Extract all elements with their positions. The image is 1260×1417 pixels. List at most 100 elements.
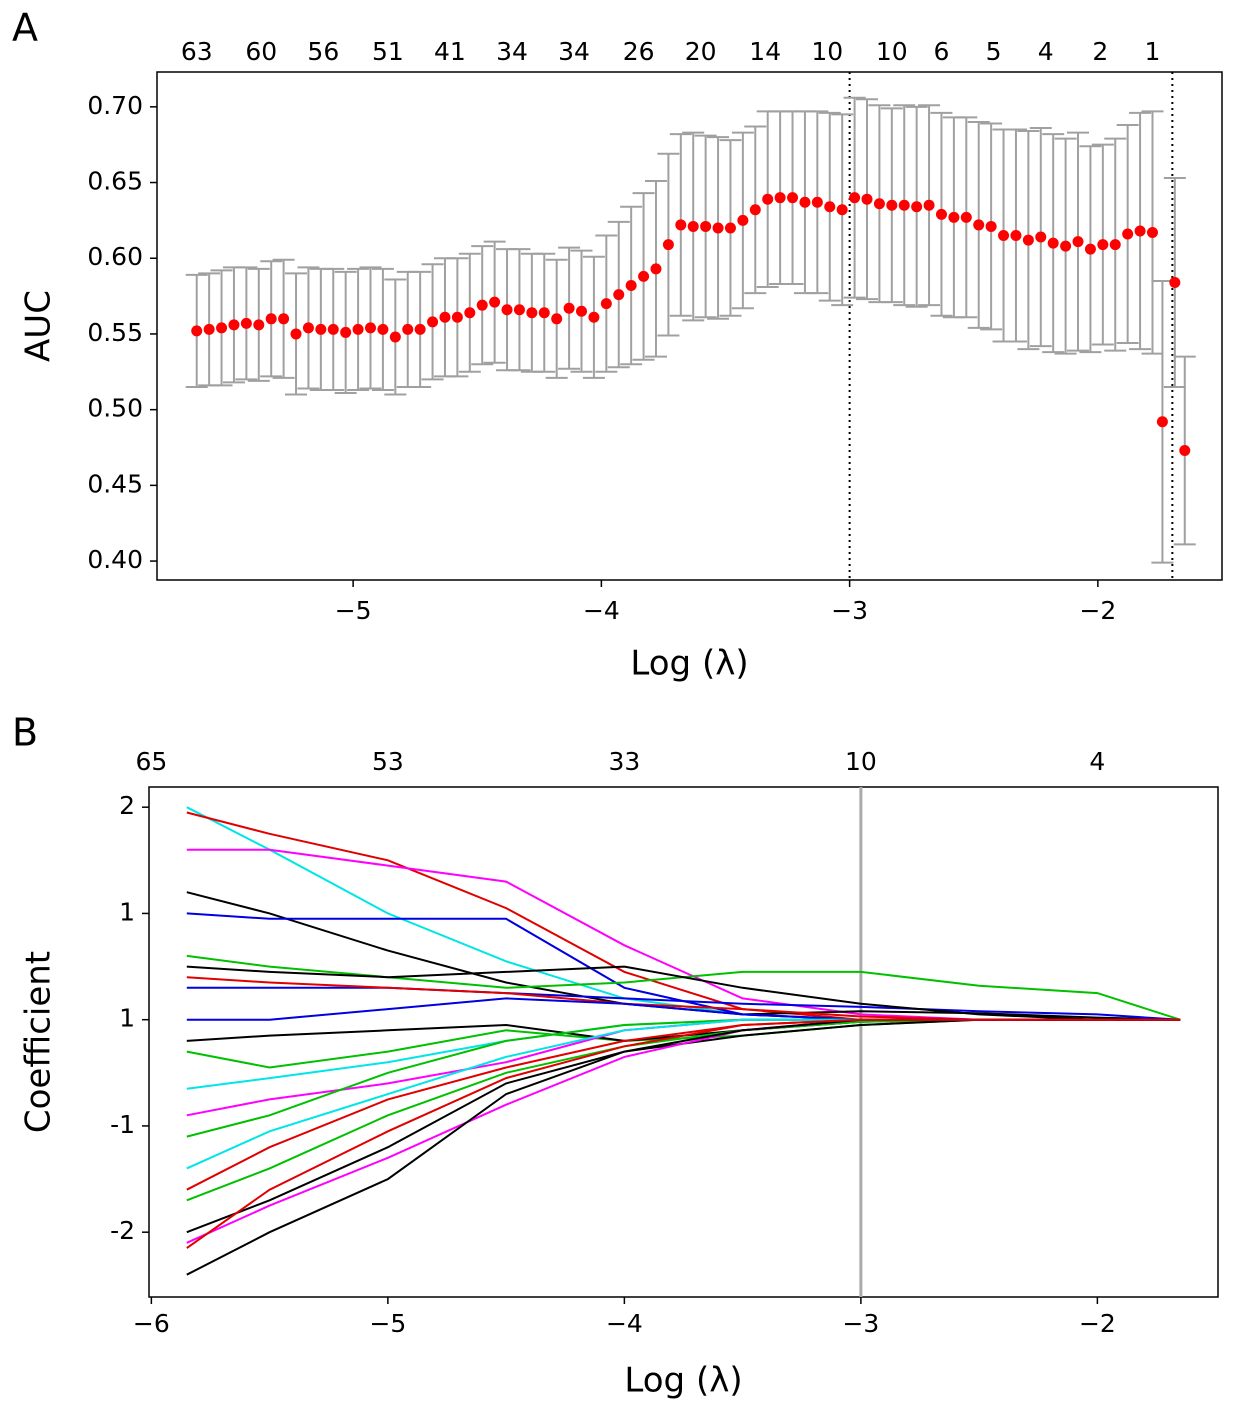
point	[811, 196, 823, 208]
point	[1047, 237, 1059, 249]
coefficient-path	[186, 1018, 1181, 1138]
point	[1084, 243, 1096, 255]
point	[451, 311, 463, 323]
coefficient-path	[186, 1018, 1181, 1191]
y-tick-label: -2	[110, 1216, 135, 1245]
point	[613, 289, 625, 301]
x-tick-label: −5	[369, 1309, 406, 1338]
y-tick-label: 0.60	[87, 242, 143, 271]
point	[998, 230, 1010, 242]
point	[203, 323, 215, 335]
point	[526, 307, 538, 319]
point	[551, 313, 563, 325]
point	[340, 326, 352, 338]
top-tick-label: 20	[685, 37, 717, 66]
x-tick-label: −4	[583, 596, 620, 625]
point	[414, 323, 426, 335]
point	[1169, 276, 1181, 288]
point	[1060, 240, 1072, 252]
point	[1010, 230, 1022, 242]
top-tick-label: 10	[876, 37, 908, 66]
point	[1156, 416, 1168, 428]
y-axis-title: Coefficient	[19, 951, 59, 1133]
point	[749, 204, 761, 216]
point	[563, 302, 575, 314]
point	[1122, 228, 1134, 240]
point	[501, 304, 513, 316]
top-tick-label: 10	[811, 37, 843, 66]
x-tick-label: −2	[1079, 1309, 1116, 1338]
x-axis-title: Log (λ)	[630, 644, 748, 684]
point	[836, 204, 848, 216]
y-axis-title: AUC	[19, 290, 59, 362]
point	[712, 222, 724, 234]
point	[1179, 445, 1191, 457]
point	[824, 201, 836, 213]
plot-frame	[156, 71, 1223, 581]
point	[948, 211, 960, 223]
top-tick-label: 1	[1145, 37, 1161, 66]
top-tick-label: 65	[135, 747, 167, 776]
coefficient-path	[186, 1018, 1181, 1249]
point	[265, 313, 277, 325]
point	[216, 322, 228, 334]
y-tick-label: 2	[119, 791, 135, 820]
point	[625, 279, 637, 291]
top-tick-label: 26	[623, 37, 655, 66]
y-tick-label: 1	[119, 1004, 135, 1033]
point	[1134, 225, 1146, 237]
point	[849, 192, 861, 204]
point	[377, 323, 389, 335]
point	[737, 214, 749, 226]
point	[1146, 227, 1158, 239]
top-tick-label: 10	[845, 747, 877, 776]
point	[1072, 236, 1084, 248]
top-tick-label: 34	[558, 37, 590, 66]
point	[1022, 234, 1034, 246]
point	[1097, 239, 1109, 251]
point	[290, 328, 302, 340]
point	[253, 319, 265, 331]
y-tick-label: 0.55	[87, 318, 143, 347]
y-tick-label: -1	[110, 1110, 135, 1139]
point	[1035, 231, 1047, 243]
point	[774, 192, 786, 204]
point	[886, 199, 898, 211]
point	[278, 313, 290, 325]
point	[687, 220, 699, 232]
coefficient-path	[186, 1018, 1181, 1170]
point	[513, 304, 525, 316]
point	[724, 222, 736, 234]
y-tick-label: 0.45	[87, 469, 143, 498]
top-tick-label: 53	[372, 747, 404, 776]
coefficient-path	[186, 1018, 1181, 1117]
point	[352, 323, 364, 335]
point	[700, 220, 712, 232]
point	[538, 307, 550, 319]
y-tick-label: 1	[119, 897, 135, 926]
x-tick-label: −4	[606, 1309, 643, 1338]
top-tick-label: 51	[372, 37, 404, 66]
coefficient-path	[186, 912, 1181, 1021]
y-tick-label: 0.65	[87, 167, 143, 196]
point	[327, 323, 339, 335]
point	[787, 192, 799, 204]
point	[911, 201, 923, 213]
point	[489, 296, 501, 308]
x-tick-label: −3	[831, 596, 868, 625]
top-tick-label: 2	[1092, 37, 1108, 66]
top-tick-label: 4	[1038, 37, 1054, 66]
x-tick-label: −6	[133, 1309, 170, 1338]
point	[464, 307, 476, 319]
top-tick-label: 60	[245, 37, 277, 66]
point	[873, 198, 885, 210]
point	[588, 311, 600, 323]
point	[985, 220, 997, 232]
top-tick-label: 41	[434, 37, 466, 66]
top-tick-label: 63	[181, 37, 213, 66]
top-tick-label: 33	[608, 747, 640, 776]
point	[600, 298, 612, 310]
top-tick-label: 14	[749, 37, 781, 66]
y-tick-label: 0.70	[87, 91, 143, 120]
